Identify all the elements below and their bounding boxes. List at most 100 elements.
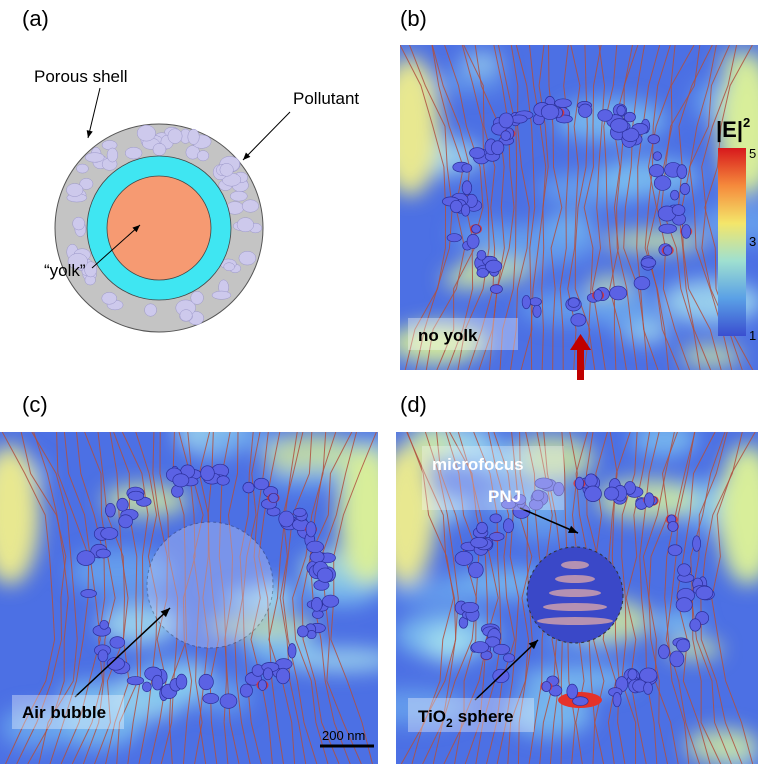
incident-arrow-shaft <box>577 348 584 380</box>
shell-particle <box>462 181 472 195</box>
shell-particle <box>467 234 479 248</box>
shell-particle <box>77 551 95 566</box>
shell-particle <box>180 310 192 322</box>
focus-fringe <box>543 603 607 611</box>
colorbar-tick: 3 <box>749 234 756 249</box>
shell-particle <box>501 131 511 141</box>
shell-particle <box>670 651 684 667</box>
shell-particle <box>191 291 204 304</box>
shell-particle <box>648 135 660 144</box>
shell-particle <box>503 519 513 533</box>
shell-particle <box>611 119 628 133</box>
focus-fringe <box>561 561 589 569</box>
sphere-label-suffix: sphere <box>458 707 514 726</box>
shell-particle <box>462 164 472 172</box>
shell-particle <box>522 295 530 308</box>
shell-particle <box>471 642 488 653</box>
shell-particle <box>668 521 678 531</box>
shell-particle <box>575 477 583 490</box>
shell-particle <box>461 602 478 612</box>
shell-particle <box>66 183 83 196</box>
shell-particle <box>85 153 104 163</box>
shell-particle <box>102 292 117 304</box>
shell-particle <box>230 191 247 201</box>
yolk <box>107 176 211 280</box>
shell-particle <box>152 675 163 690</box>
shell-particle <box>212 291 231 299</box>
shell-particle <box>659 224 677 233</box>
shell-particle <box>220 163 234 176</box>
shell-particle <box>125 147 142 159</box>
field-patch <box>680 345 742 367</box>
shell-particle <box>288 643 296 658</box>
scale-bar-label: 200 nm <box>322 728 365 743</box>
shell-particle <box>668 545 682 556</box>
shell-particle <box>310 551 324 562</box>
shell-particle <box>447 234 461 242</box>
shell-particle <box>224 263 235 271</box>
shell-particle <box>142 682 151 692</box>
shell-particle <box>530 298 542 306</box>
shell-particle <box>682 225 691 239</box>
shell-particle <box>450 200 462 212</box>
shell-particle <box>127 676 144 685</box>
focus-fringe <box>537 617 613 625</box>
shell-particle <box>220 694 237 709</box>
shell-particle <box>461 204 469 216</box>
shell-particle <box>81 590 97 598</box>
shell-particle <box>491 141 503 155</box>
shell-particle <box>276 668 289 684</box>
shell-particle <box>696 586 713 599</box>
shell-particle <box>490 514 502 523</box>
shell-particle <box>542 681 551 691</box>
shell-particle <box>258 680 266 691</box>
shell-particle <box>188 129 200 144</box>
shell-particle <box>107 148 118 162</box>
shell-particle <box>571 314 586 327</box>
shell-particle <box>176 674 187 689</box>
shell-particle <box>240 684 252 697</box>
shell-particle <box>594 290 602 302</box>
field-patch <box>631 422 697 457</box>
shell-particle <box>485 260 501 272</box>
field-patch <box>423 625 476 663</box>
shell-particle <box>613 692 621 706</box>
annotation: Porous shell <box>34 67 128 86</box>
panel-a <box>55 88 290 332</box>
shell-particle <box>98 650 108 662</box>
shell-particle <box>617 106 626 116</box>
shell-particle <box>145 304 157 317</box>
shell-particle <box>137 125 155 141</box>
arrow <box>243 112 290 160</box>
shell-particle <box>322 595 338 607</box>
shell-particle <box>598 110 613 122</box>
shell-particle <box>293 508 306 516</box>
colorbar <box>718 148 746 336</box>
sphere-label-subscript: 2 <box>446 716 453 730</box>
shell-particle <box>541 104 559 119</box>
figure: (a) (b) (c) (d) Porous shell Pollutant “… <box>0 0 758 764</box>
shell-particle <box>654 176 671 191</box>
annotation: Air bubble <box>22 703 106 722</box>
shell-particle <box>471 537 488 547</box>
shell-particle <box>168 129 182 144</box>
shell-particle <box>477 522 488 533</box>
shell-particle <box>644 682 653 694</box>
air-bubble <box>147 522 273 648</box>
shell-particle <box>499 113 513 128</box>
shell-particle <box>579 104 592 117</box>
shell-particle <box>585 486 602 502</box>
annotation: no yolk <box>418 326 478 345</box>
shell-particle <box>680 183 690 194</box>
shell-particle <box>468 562 483 578</box>
panel-label: (d) <box>400 392 427 417</box>
shell-particle <box>672 205 685 216</box>
shell-particle <box>203 693 219 703</box>
shell-particle <box>117 498 129 511</box>
shell-particle <box>567 684 578 699</box>
shell-particle <box>297 626 308 637</box>
shell-particle <box>119 515 133 528</box>
shell-particle <box>585 474 597 487</box>
shell-particle <box>254 478 269 489</box>
shell-particle <box>263 668 272 680</box>
